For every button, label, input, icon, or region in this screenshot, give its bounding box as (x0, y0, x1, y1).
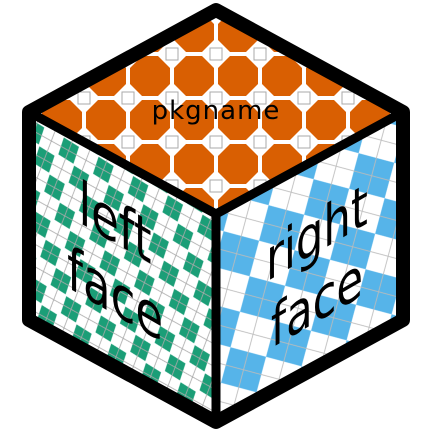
cube-outline (22, 3, 410, 429)
top-label: pkgname (152, 96, 281, 126)
